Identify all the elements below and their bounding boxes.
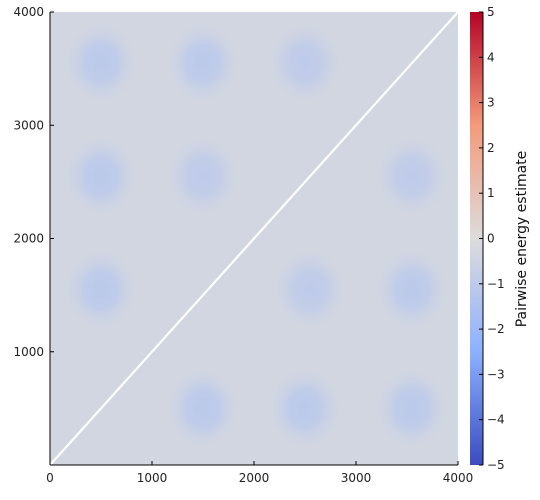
colorbar-tick-label: 1 [487, 186, 495, 200]
colorbar-tick-label: 2 [487, 141, 495, 155]
y-tick-label: 2000 [13, 232, 44, 246]
heatmap-blob [373, 246, 451, 333]
colorbar-gradient [470, 12, 483, 465]
colorbar-tick-label: 3 [487, 96, 495, 110]
heatmap-blob [266, 365, 344, 452]
heatmap-blob [164, 365, 242, 452]
colorbar-tick-label: 4 [487, 50, 495, 64]
x-tick-label: 1000 [137, 471, 168, 485]
x-tick-label: 2000 [239, 471, 270, 485]
y-axis: 1000 2000 3000 4000 [13, 5, 54, 465]
colorbar-tick-label: −5 [487, 458, 505, 472]
heatmap-blob [164, 19, 242, 106]
colorbar-tick-label: −3 [487, 367, 505, 381]
colorbar-label: Pairwise energy estimate [514, 151, 530, 328]
heatmap-blob [164, 133, 242, 220]
x-tick-label: 4000 [443, 471, 474, 485]
heatmap-blob [62, 19, 140, 106]
colorbar-tick-label: −4 [487, 413, 505, 427]
x-tick-label: 0 [46, 471, 54, 485]
heatmap-blob [373, 365, 451, 452]
plot-area [49, 11, 459, 466]
heatmap-blob [266, 19, 344, 106]
y-tick-label: 4000 [13, 5, 44, 19]
y-tick-label: 1000 [13, 345, 44, 359]
diagonal-line [49, 11, 459, 466]
heatmap-blob [271, 246, 349, 333]
heatmap-blob [373, 133, 451, 220]
colorbar-tick-label: −2 [487, 322, 505, 336]
heatmap-blob [62, 133, 140, 220]
colorbar-tick-label: −1 [487, 277, 505, 291]
y-tick-label: 3000 [13, 118, 44, 132]
x-tick-label: 3000 [341, 471, 372, 485]
heatmap-blob [62, 246, 140, 333]
colorbar-tick-label: 0 [487, 232, 495, 246]
colorbar-tick-label: 5 [487, 5, 495, 19]
colorbar: −5 −4 −3 −2 −1 0 1 2 3 4 5 [470, 5, 505, 472]
x-axis: 0 1000 2000 3000 4000 [46, 461, 473, 485]
